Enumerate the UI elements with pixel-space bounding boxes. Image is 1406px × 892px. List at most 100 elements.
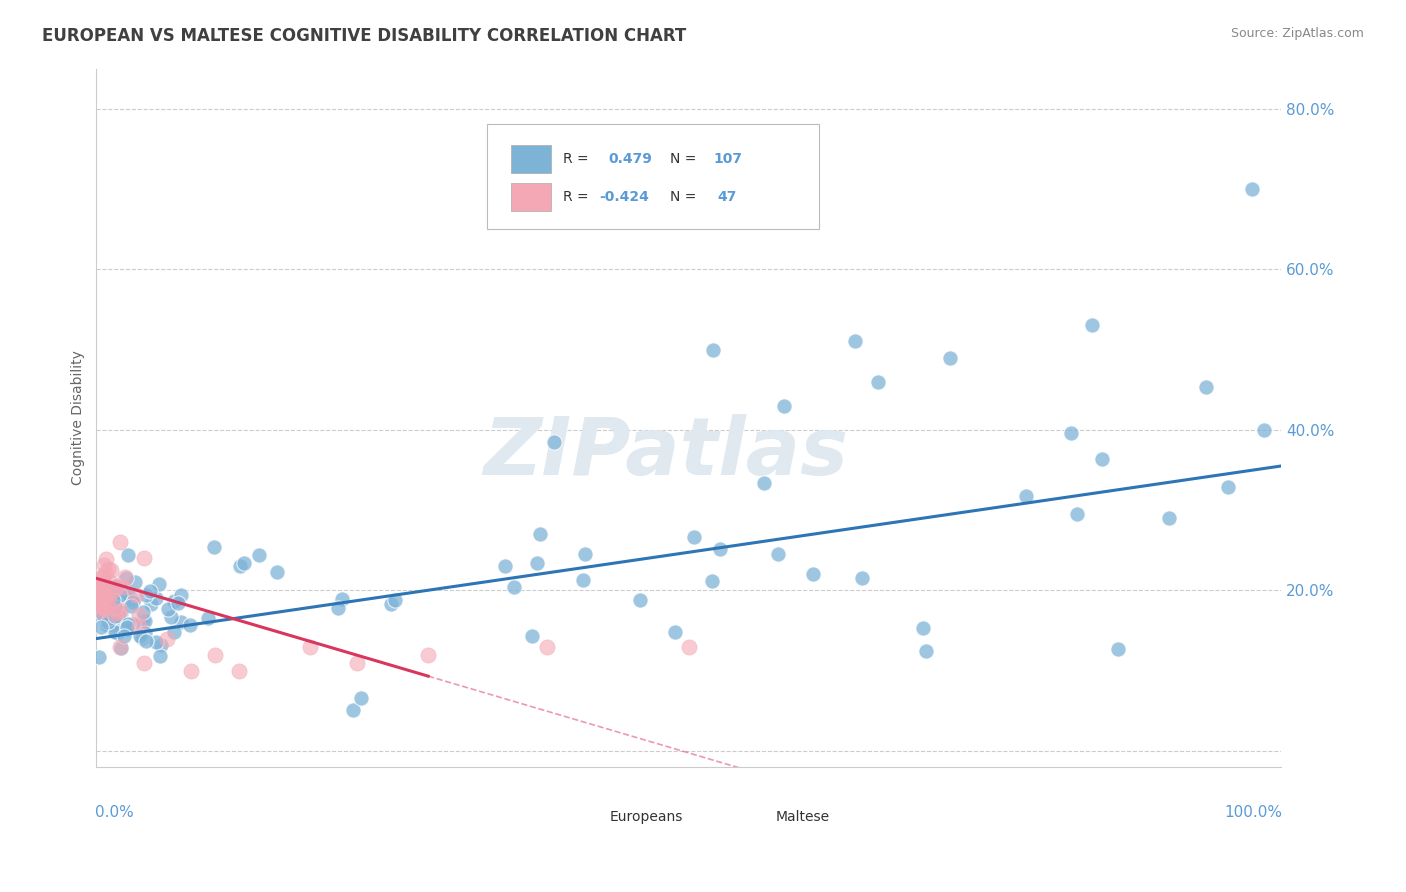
Point bbox=[145, 591, 167, 605]
Point bbox=[128, 608, 150, 623]
Point bbox=[124, 574, 146, 589]
Point bbox=[105, 580, 128, 594]
FancyBboxPatch shape bbox=[734, 803, 768, 831]
Text: Source: ZipAtlas.com: Source: ZipAtlas.com bbox=[1230, 27, 1364, 40]
Point bbox=[1194, 380, 1216, 394]
Point bbox=[1218, 480, 1240, 494]
Y-axis label: Cognitive Disability: Cognitive Disability bbox=[72, 351, 86, 485]
Point bbox=[752, 476, 775, 491]
Point bbox=[97, 599, 120, 613]
Point bbox=[766, 547, 789, 561]
Point bbox=[97, 615, 120, 629]
Point bbox=[135, 633, 157, 648]
Point bbox=[503, 581, 526, 595]
Point bbox=[180, 664, 202, 678]
Point bbox=[114, 570, 136, 584]
Point bbox=[418, 648, 440, 662]
Point bbox=[170, 615, 193, 629]
Point bbox=[90, 582, 112, 596]
Point bbox=[96, 600, 118, 615]
Point bbox=[94, 566, 117, 580]
Point bbox=[326, 601, 349, 615]
Point bbox=[139, 597, 162, 611]
Point bbox=[93, 601, 115, 615]
Point bbox=[156, 601, 179, 615]
Point bbox=[125, 588, 148, 602]
Point bbox=[526, 557, 548, 571]
Point bbox=[844, 334, 866, 349]
Point bbox=[132, 656, 155, 670]
Point bbox=[1157, 510, 1180, 524]
Point bbox=[298, 640, 321, 654]
FancyBboxPatch shape bbox=[512, 145, 551, 173]
Point bbox=[148, 576, 170, 591]
Point bbox=[108, 640, 131, 654]
Point bbox=[87, 584, 110, 599]
Point bbox=[122, 594, 145, 608]
Point bbox=[107, 607, 129, 622]
Point bbox=[163, 625, 186, 640]
Point bbox=[163, 593, 186, 607]
Point bbox=[104, 609, 127, 624]
Point bbox=[108, 604, 131, 618]
Point bbox=[93, 589, 115, 603]
Text: 0.0%: 0.0% bbox=[96, 805, 134, 821]
Point bbox=[342, 703, 364, 717]
Text: EUROPEAN VS MALTESE COGNITIVE DISABILITY CORRELATION CHART: EUROPEAN VS MALTESE COGNITIVE DISABILITY… bbox=[42, 27, 686, 45]
Point bbox=[202, 540, 225, 554]
Point bbox=[89, 582, 111, 597]
Point bbox=[159, 610, 181, 624]
Point bbox=[97, 588, 120, 602]
Point bbox=[134, 614, 156, 628]
Point bbox=[91, 607, 114, 622]
Point bbox=[1107, 642, 1129, 657]
Point bbox=[103, 616, 125, 631]
Point bbox=[1066, 508, 1088, 522]
Point bbox=[97, 597, 120, 611]
Point bbox=[120, 599, 142, 613]
Point bbox=[915, 644, 938, 658]
Point bbox=[145, 634, 167, 648]
Point bbox=[330, 592, 353, 607]
Point bbox=[232, 556, 254, 570]
Point bbox=[121, 591, 143, 606]
Point bbox=[100, 611, 122, 625]
Point bbox=[115, 623, 138, 637]
Point bbox=[772, 399, 794, 413]
Point bbox=[134, 625, 156, 640]
Point bbox=[1060, 425, 1083, 440]
Point bbox=[115, 571, 138, 585]
Point bbox=[100, 563, 122, 577]
Text: -0.424: -0.424 bbox=[599, 190, 648, 203]
Text: 47: 47 bbox=[717, 190, 737, 203]
Point bbox=[139, 584, 162, 599]
Point bbox=[156, 632, 179, 646]
Point bbox=[204, 648, 226, 662]
Point bbox=[346, 656, 368, 670]
Point bbox=[90, 604, 112, 618]
Point bbox=[93, 576, 115, 591]
Point bbox=[90, 571, 112, 585]
Point bbox=[110, 586, 132, 600]
Point bbox=[90, 601, 112, 615]
Point bbox=[911, 621, 934, 635]
Point bbox=[132, 605, 155, 619]
Point bbox=[110, 606, 132, 620]
Point bbox=[87, 587, 110, 601]
Point bbox=[664, 624, 686, 639]
Point bbox=[702, 574, 724, 588]
Point bbox=[91, 590, 114, 604]
Point bbox=[86, 596, 108, 610]
Point bbox=[103, 582, 125, 597]
Text: Maltese: Maltese bbox=[775, 810, 830, 824]
Point bbox=[117, 587, 139, 601]
Point bbox=[108, 609, 131, 624]
Point bbox=[702, 343, 724, 357]
Point bbox=[97, 562, 120, 576]
Point bbox=[87, 589, 110, 603]
Point bbox=[117, 617, 139, 632]
Point bbox=[131, 613, 153, 627]
Point bbox=[112, 628, 135, 642]
Point bbox=[104, 599, 127, 614]
Point bbox=[803, 566, 825, 581]
